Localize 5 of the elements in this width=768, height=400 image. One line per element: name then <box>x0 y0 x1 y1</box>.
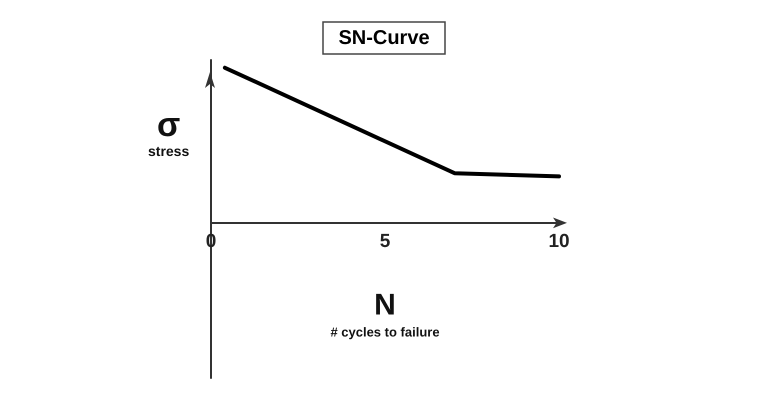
x-tick-label: 10 <box>548 231 570 252</box>
chart-title: SN-Curve <box>338 27 430 49</box>
x-axis-title: N # cycles to failure <box>330 288 440 340</box>
x-tick-label: 5 <box>380 231 391 252</box>
y-axis-title: σ stress <box>148 106 190 159</box>
